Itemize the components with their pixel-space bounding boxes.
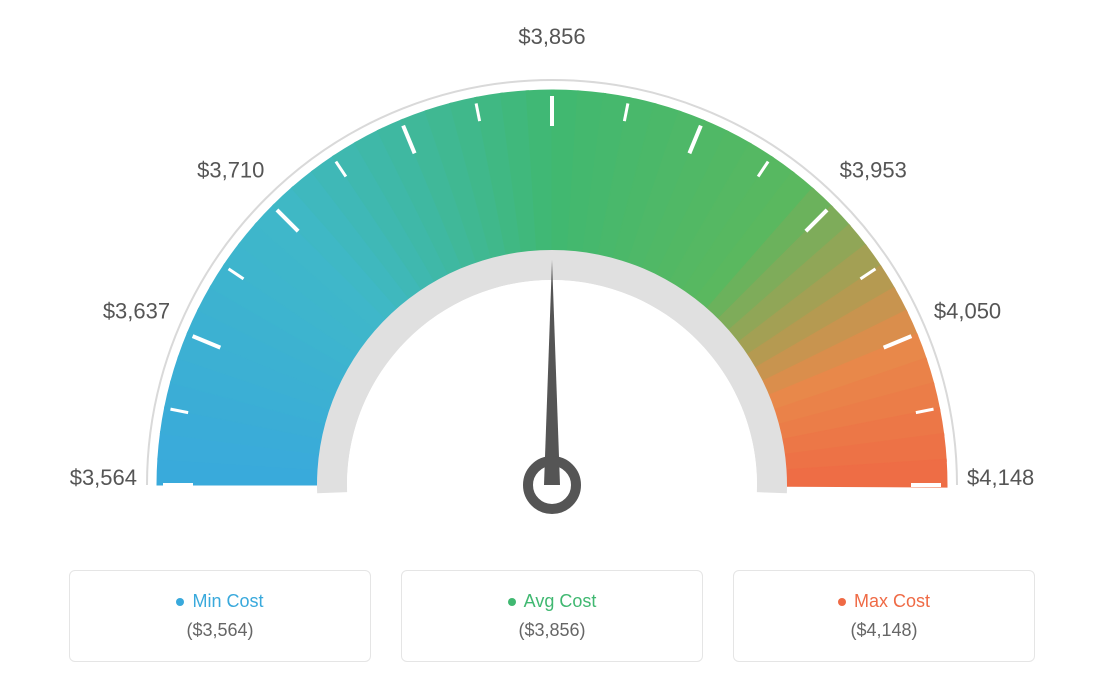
- svg-text:$3,564: $3,564: [70, 465, 137, 490]
- svg-text:$3,856: $3,856: [518, 24, 585, 49]
- svg-text:$4,148: $4,148: [967, 465, 1034, 490]
- legend-label-avg: Avg Cost: [524, 591, 597, 612]
- legend-dot-max: [838, 598, 846, 606]
- legend-label-min: Min Cost: [192, 591, 263, 612]
- gauge-chart: $3,564 $3,637 $3,710 $3,856 $3,953 $4,050 $4,1…: [0, 0, 1104, 560]
- legend-value-min: ($3,564): [186, 620, 253, 641]
- legend-dot-avg: [508, 598, 516, 606]
- svg-text:$3,953: $3,953: [840, 157, 907, 182]
- legend-label-max: Max Cost: [854, 591, 930, 612]
- svg-text:$4,050: $4,050: [934, 299, 1001, 324]
- legend-box-avg: Avg Cost ($3,856): [401, 570, 703, 662]
- svg-text:$3,637: $3,637: [103, 299, 170, 324]
- legend-dot-min: [176, 598, 184, 606]
- svg-text:$3,710: $3,710: [197, 157, 264, 182]
- legend-value-max: ($4,148): [850, 620, 917, 641]
- legend-box-max: Max Cost ($4,148): [733, 570, 1035, 662]
- legend-value-avg: ($3,856): [518, 620, 585, 641]
- legend-row: Min Cost ($3,564) Avg Cost ($3,856) Max …: [0, 560, 1104, 662]
- legend-box-min: Min Cost ($3,564): [69, 570, 371, 662]
